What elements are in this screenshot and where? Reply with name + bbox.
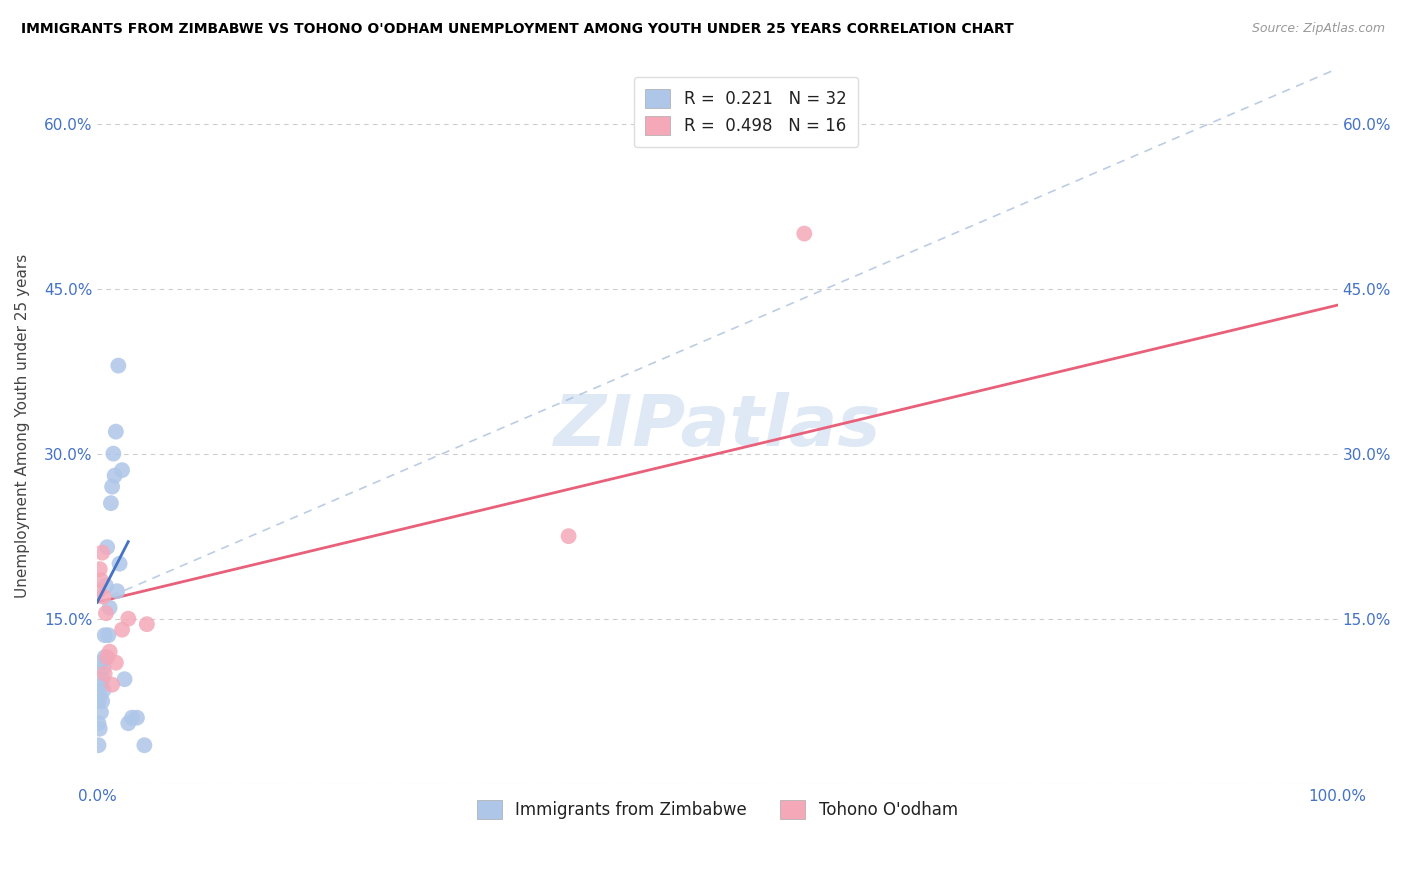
Point <box>105 584 128 599</box>
Y-axis label: Unemployment Among Youth under 25 years: Unemployment Among Youth under 25 years <box>15 254 30 599</box>
Point <box>90 705 112 719</box>
Point <box>97 628 120 642</box>
Point <box>101 480 124 494</box>
Point <box>107 359 129 373</box>
Point <box>91 694 114 708</box>
Point <box>94 606 117 620</box>
Point <box>98 600 121 615</box>
Point <box>101 678 124 692</box>
Point <box>87 738 110 752</box>
Point <box>100 496 122 510</box>
Point <box>91 672 114 686</box>
Point <box>98 645 121 659</box>
Point <box>125 711 148 725</box>
Point <box>108 557 131 571</box>
Point <box>91 546 114 560</box>
Point <box>93 628 115 642</box>
Point <box>793 227 815 241</box>
Point <box>90 656 112 670</box>
Point <box>89 689 111 703</box>
Point <box>121 711 143 725</box>
Point <box>90 573 112 587</box>
Point <box>90 678 112 692</box>
Point <box>111 463 134 477</box>
Point <box>557 529 579 543</box>
Point <box>89 562 111 576</box>
Point <box>104 425 127 439</box>
Text: Source: ZipAtlas.com: Source: ZipAtlas.com <box>1251 22 1385 36</box>
Point <box>135 617 157 632</box>
Point <box>96 540 118 554</box>
Point <box>93 661 115 675</box>
Point <box>93 590 115 604</box>
Point <box>87 584 110 599</box>
Point <box>117 716 139 731</box>
Point <box>96 650 118 665</box>
Legend: Immigrants from Zimbabwe, Tohono O'odham: Immigrants from Zimbabwe, Tohono O'odham <box>471 793 965 825</box>
Point <box>104 468 127 483</box>
Text: IMMIGRANTS FROM ZIMBABWE VS TOHONO O'ODHAM UNEMPLOYMENT AMONG YOUTH UNDER 25 YEA: IMMIGRANTS FROM ZIMBABWE VS TOHONO O'ODH… <box>21 22 1014 37</box>
Point <box>87 716 110 731</box>
Point <box>103 447 125 461</box>
Point <box>93 666 115 681</box>
Point <box>93 683 115 698</box>
Point <box>94 579 117 593</box>
Point <box>104 656 127 670</box>
Point <box>134 738 156 752</box>
Point <box>93 650 115 665</box>
Point <box>89 722 111 736</box>
Point <box>111 623 134 637</box>
Point <box>114 672 136 686</box>
Text: ZIPatlas: ZIPatlas <box>554 392 882 460</box>
Point <box>87 694 110 708</box>
Point <box>117 612 139 626</box>
